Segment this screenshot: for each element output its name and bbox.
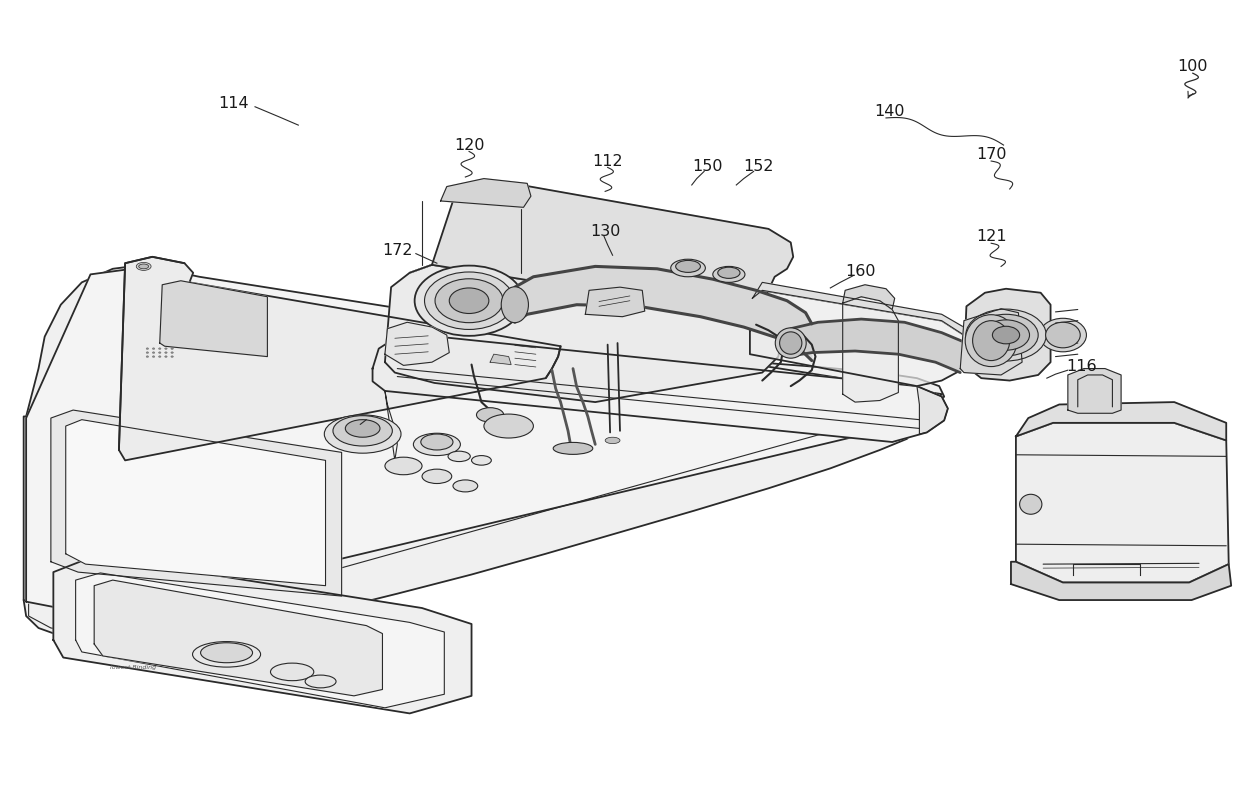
Ellipse shape: [139, 264, 149, 269]
Ellipse shape: [171, 348, 174, 349]
Ellipse shape: [153, 348, 155, 349]
Polygon shape: [963, 288, 1050, 380]
Ellipse shape: [676, 260, 701, 272]
Ellipse shape: [965, 315, 1017, 367]
Polygon shape: [384, 322, 449, 365]
Text: 112: 112: [593, 154, 622, 168]
Text: 116: 116: [1066, 360, 1097, 375]
Ellipse shape: [671, 260, 706, 277]
Ellipse shape: [972, 320, 1009, 360]
Text: 130: 130: [590, 223, 620, 239]
Ellipse shape: [165, 348, 167, 349]
Polygon shape: [119, 257, 560, 461]
Ellipse shape: [414, 266, 523, 336]
Ellipse shape: [146, 356, 149, 357]
Polygon shape: [53, 556, 471, 714]
Ellipse shape: [982, 320, 1029, 350]
Ellipse shape: [171, 356, 174, 357]
Ellipse shape: [201, 642, 253, 662]
Polygon shape: [66, 420, 326, 586]
Ellipse shape: [449, 288, 489, 313]
Ellipse shape: [334, 416, 392, 446]
Text: 170: 170: [976, 147, 1007, 162]
Polygon shape: [26, 267, 941, 616]
Ellipse shape: [171, 352, 174, 353]
Polygon shape: [843, 296, 898, 402]
Ellipse shape: [1045, 322, 1080, 348]
Ellipse shape: [1019, 494, 1042, 514]
Ellipse shape: [165, 352, 167, 353]
Polygon shape: [24, 265, 944, 640]
Text: 121: 121: [976, 229, 1007, 244]
Polygon shape: [843, 285, 895, 309]
Polygon shape: [1011, 562, 1231, 600]
Ellipse shape: [992, 326, 1019, 344]
Ellipse shape: [553, 442, 593, 454]
Ellipse shape: [325, 415, 401, 453]
Ellipse shape: [192, 642, 260, 667]
Ellipse shape: [775, 328, 806, 358]
Polygon shape: [753, 283, 966, 335]
Ellipse shape: [270, 663, 314, 681]
Polygon shape: [94, 580, 382, 696]
Ellipse shape: [718, 268, 740, 279]
Text: 114: 114: [218, 96, 249, 111]
Ellipse shape: [146, 348, 149, 349]
Ellipse shape: [153, 356, 155, 357]
Ellipse shape: [422, 469, 451, 484]
Ellipse shape: [476, 408, 503, 422]
Ellipse shape: [780, 332, 802, 354]
Ellipse shape: [413, 433, 460, 456]
Text: 140: 140: [874, 104, 905, 119]
Polygon shape: [787, 319, 966, 372]
Polygon shape: [51, 410, 342, 596]
Text: 120: 120: [454, 138, 485, 152]
Polygon shape: [960, 308, 1022, 375]
Text: 160: 160: [844, 264, 875, 279]
Ellipse shape: [973, 314, 1038, 356]
Polygon shape: [585, 287, 645, 316]
Polygon shape: [409, 181, 794, 316]
Polygon shape: [750, 290, 963, 386]
Polygon shape: [76, 573, 444, 708]
Polygon shape: [490, 354, 511, 364]
Polygon shape: [1068, 368, 1121, 413]
Ellipse shape: [136, 263, 151, 271]
Ellipse shape: [448, 451, 470, 461]
Polygon shape: [515, 267, 812, 360]
Ellipse shape: [305, 675, 336, 688]
Ellipse shape: [484, 414, 533, 438]
Ellipse shape: [159, 352, 161, 353]
Text: 100: 100: [1178, 59, 1208, 74]
Ellipse shape: [453, 480, 477, 492]
Ellipse shape: [424, 272, 513, 329]
Ellipse shape: [159, 356, 161, 357]
Polygon shape: [1016, 423, 1229, 582]
Text: 172: 172: [382, 243, 413, 258]
Polygon shape: [1016, 402, 1226, 441]
Polygon shape: [440, 179, 531, 207]
Polygon shape: [384, 265, 781, 402]
Text: 150: 150: [693, 159, 723, 174]
Ellipse shape: [420, 434, 453, 450]
Ellipse shape: [165, 356, 167, 357]
Polygon shape: [916, 386, 947, 434]
Ellipse shape: [1039, 318, 1086, 352]
Polygon shape: [160, 281, 268, 356]
Ellipse shape: [153, 352, 155, 353]
Ellipse shape: [501, 287, 528, 323]
Ellipse shape: [471, 456, 491, 465]
Ellipse shape: [966, 309, 1047, 361]
Ellipse shape: [146, 352, 149, 353]
Ellipse shape: [345, 420, 379, 437]
Ellipse shape: [435, 279, 503, 323]
Ellipse shape: [384, 457, 422, 475]
Ellipse shape: [605, 437, 620, 444]
Polygon shape: [372, 335, 947, 442]
Ellipse shape: [713, 267, 745, 283]
Ellipse shape: [159, 348, 161, 349]
Text: lowest Binding: lowest Binding: [110, 666, 156, 670]
Text: 152: 152: [743, 159, 774, 174]
